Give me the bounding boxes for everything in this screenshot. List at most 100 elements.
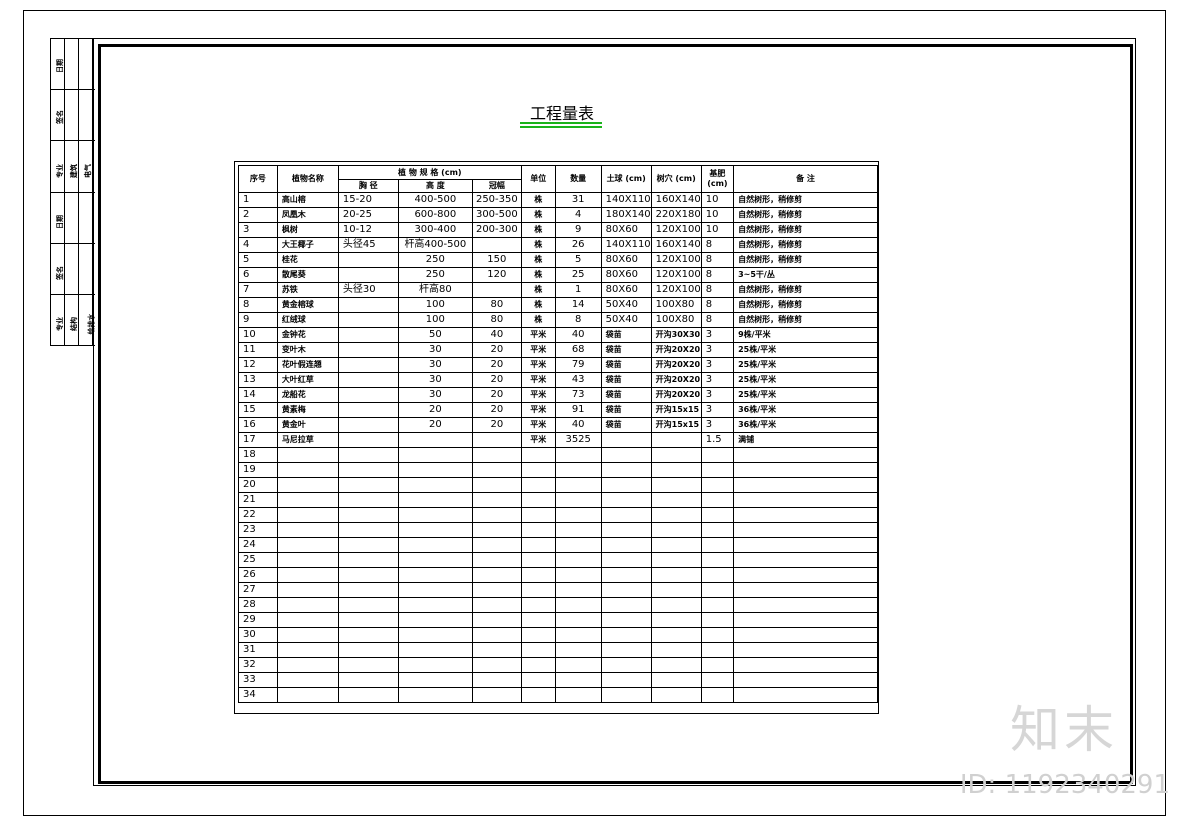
table-cell: 250 [397, 267, 474, 283]
table-cell: 50 [397, 327, 474, 343]
header-remark: 备 注 [733, 165, 878, 193]
table-cell: 50X40 [600, 297, 652, 313]
table-cell: 21 [238, 492, 278, 508]
table-cell [520, 462, 556, 478]
table-cell: 17 [238, 432, 278, 448]
table-cell: 袋苗 [600, 417, 652, 433]
table-cell: 80X60 [600, 282, 652, 298]
table-cell: 73 [554, 387, 602, 403]
title-underline [520, 126, 602, 128]
table-cell: 15 [238, 402, 278, 418]
table-cell: 25株/平米 [733, 387, 878, 403]
table-cell [600, 642, 652, 658]
table-cell: 36株/平米 [733, 417, 878, 433]
table-cell [472, 492, 522, 508]
table-cell [650, 537, 702, 553]
table-cell [337, 417, 399, 433]
table-cell [600, 612, 652, 628]
title-underline [520, 122, 602, 124]
table-cell [337, 477, 399, 493]
table-cell [650, 582, 702, 598]
table-cell: 平米 [520, 327, 556, 343]
table-cell [650, 447, 702, 463]
table-cell [472, 522, 522, 538]
table-cell: 160X140 [650, 237, 702, 253]
table-cell: 自然树形，稍修剪 [733, 207, 878, 223]
table-cell: 6 [238, 267, 278, 283]
table-cell [520, 627, 556, 643]
table-cell: 自然树形，稍修剪 [733, 192, 878, 208]
table-cell: 120 [472, 267, 522, 283]
table-cell: 8 [700, 312, 735, 328]
title-block-label: 电气 [84, 164, 92, 178]
table-cell: 30 [238, 627, 278, 643]
table-cell [472, 432, 522, 448]
table-row: 1 高山榕 15-20 400-500 250-350 株 31 140X110 160X140… [238, 192, 878, 208]
table-cell [733, 672, 878, 688]
table-cell [472, 687, 522, 703]
table-cell: 黄金榕球 [276, 297, 339, 313]
table-cell [600, 627, 652, 643]
table-cell [554, 492, 602, 508]
table-cell: 1 [554, 282, 602, 298]
table-cell [337, 267, 399, 283]
table-cell: 自然树形，稍修剪 [733, 252, 878, 268]
table-cell [650, 672, 702, 688]
table-cell: 20 [397, 402, 474, 418]
table-cell [733, 537, 878, 553]
header-ball: 土球 (cm) [600, 165, 652, 193]
table-cell: 15-20 [337, 192, 399, 208]
table-cell: 开沟20X20 [650, 372, 702, 388]
table-cell [600, 462, 652, 478]
table-cell [472, 537, 522, 553]
table-cell [276, 567, 339, 583]
table-cell [397, 612, 474, 628]
table-cell [700, 537, 735, 553]
table-cell: 30 [397, 342, 474, 358]
table-cell: 22 [238, 507, 278, 523]
table-cell [733, 612, 878, 628]
table-cell [554, 567, 602, 583]
table-cell [700, 642, 735, 658]
table-cell: 25 [554, 267, 602, 283]
table-cell: 5 [238, 252, 278, 268]
table-cell: 株 [520, 252, 556, 268]
table-cell: 80X60 [600, 267, 652, 283]
table-cell: 40 [554, 417, 602, 433]
table-cell [733, 687, 878, 703]
table-cell [337, 582, 399, 598]
table-cell: 3 [700, 372, 735, 388]
table-cell: 5 [554, 252, 602, 268]
table-cell: 2 [238, 207, 278, 223]
table-cell [650, 507, 702, 523]
table-cell: 开沟20X20 [650, 357, 702, 373]
table-cell [600, 672, 652, 688]
table-cell: 8 [700, 282, 735, 298]
table-cell: 平米 [520, 372, 556, 388]
table-row: 3 枫树 10-12 300-400 200-300 株 9 80X60 120X100 10 自然… [238, 222, 878, 238]
title-block-label: 专业 [56, 317, 64, 331]
table-cell [700, 627, 735, 643]
table-cell: 600-800 [397, 207, 474, 223]
table-cell: 苏铁 [276, 282, 339, 298]
table-cell [520, 492, 556, 508]
table-cell [554, 462, 602, 478]
table-row: 11 变叶木 30 20 平米 68 袋苗 开沟20X20 3 25株/平米 [238, 342, 878, 358]
title-block-strip: 日期 签名 专业 建筑 电气 日期 签名 专业 结构 给排水 [50, 38, 96, 346]
table-cell: 3 [700, 402, 735, 418]
table-cell: 300-400 [397, 222, 474, 238]
frame-outer [93, 38, 1136, 786]
table-cell [700, 672, 735, 688]
table-cell: 31 [554, 192, 602, 208]
table-cell [554, 627, 602, 643]
table-cell: 25株/平米 [733, 342, 878, 358]
table-cell: 34 [238, 687, 278, 703]
header-pit: 树穴 (cm) [650, 165, 702, 193]
table-cell [276, 522, 339, 538]
table-cell [472, 477, 522, 493]
table-cell: 25株/平米 [733, 357, 878, 373]
table-cell [733, 522, 878, 538]
table-row: 15 黄素梅 20 20 平米 91 袋苗 开沟15x15 3 36株/平米 [238, 402, 878, 418]
table-cell: 袋苗 [600, 342, 652, 358]
table-cell [700, 687, 735, 703]
